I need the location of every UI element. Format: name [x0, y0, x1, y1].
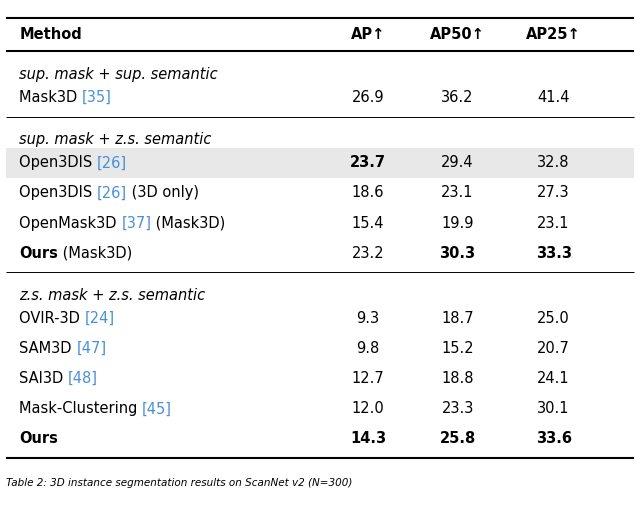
Text: 30.1: 30.1	[538, 401, 570, 416]
Text: 9.8: 9.8	[356, 341, 380, 356]
Text: OVIR-3D: OVIR-3D	[19, 311, 84, 326]
Text: 20.7: 20.7	[537, 341, 570, 356]
Text: 23.1: 23.1	[442, 185, 474, 200]
Text: 30.3: 30.3	[440, 245, 476, 261]
Text: Method: Method	[19, 27, 82, 42]
Text: 41.4: 41.4	[538, 90, 570, 105]
Text: 27.3: 27.3	[538, 185, 570, 200]
Text: 12.0: 12.0	[351, 401, 385, 416]
Text: AP50↑: AP50↑	[430, 27, 485, 42]
Text: [26]: [26]	[97, 155, 127, 170]
Text: [26]: [26]	[97, 185, 127, 200]
Text: 26.9: 26.9	[352, 90, 384, 105]
Text: SAM3D: SAM3D	[19, 341, 76, 356]
Text: 29.4: 29.4	[442, 155, 474, 170]
Text: OpenMask3D: OpenMask3D	[19, 215, 122, 230]
Text: (Mask3D): (Mask3D)	[58, 245, 132, 261]
Text: Open3DIS: Open3DIS	[19, 155, 97, 170]
Text: [24]: [24]	[84, 311, 115, 326]
Text: sup. mask + sup. semantic: sup. mask + sup. semantic	[19, 67, 218, 82]
Text: Ours: Ours	[19, 431, 58, 446]
Text: [48]: [48]	[68, 371, 98, 386]
Text: Table 2: 3D instance segmentation results on ScanNet v2 (N=300): Table 2: 3D instance segmentation result…	[6, 478, 353, 488]
Text: 36.2: 36.2	[442, 90, 474, 105]
Text: [35]: [35]	[82, 90, 112, 105]
Text: 23.7: 23.7	[350, 155, 386, 170]
Text: Ours: Ours	[19, 245, 58, 261]
Text: 18.6: 18.6	[352, 185, 384, 200]
Text: 19.9: 19.9	[442, 215, 474, 230]
Text: [47]: [47]	[76, 341, 106, 356]
Text: 15.4: 15.4	[352, 215, 384, 230]
Text: 32.8: 32.8	[538, 155, 570, 170]
Text: 14.3: 14.3	[350, 431, 386, 446]
Text: 25.8: 25.8	[440, 431, 476, 446]
Text: Open3DIS: Open3DIS	[19, 185, 97, 200]
Text: AP25↑: AP25↑	[526, 27, 581, 42]
Text: z.s. mask + z.s. semantic: z.s. mask + z.s. semantic	[19, 288, 205, 303]
Text: (3D only): (3D only)	[127, 185, 199, 200]
Text: 24.1: 24.1	[538, 371, 570, 386]
Text: 18.7: 18.7	[442, 311, 474, 326]
Text: [37]: [37]	[122, 215, 151, 230]
Text: 25.0: 25.0	[537, 311, 570, 326]
Bar	[6, 148, 634, 178]
Text: sup. mask + z.s. semantic: sup. mask + z.s. semantic	[19, 132, 212, 147]
Text: 23.1: 23.1	[538, 215, 570, 230]
Text: AP↑: AP↑	[351, 27, 385, 42]
Text: 33.6: 33.6	[536, 431, 572, 446]
Text: 23.3: 23.3	[442, 401, 474, 416]
Text: (Mask3D): (Mask3D)	[151, 215, 225, 230]
Text: 18.8: 18.8	[442, 371, 474, 386]
Text: 33.3: 33.3	[536, 245, 572, 261]
Text: SAI3D: SAI3D	[19, 371, 68, 386]
Text: Mask3D: Mask3D	[19, 90, 82, 105]
Text: 12.7: 12.7	[351, 371, 385, 386]
Text: 15.2: 15.2	[442, 341, 474, 356]
Text: [45]: [45]	[142, 401, 172, 416]
Text: 23.2: 23.2	[352, 245, 384, 261]
Text: Mask-Clustering: Mask-Clustering	[19, 401, 142, 416]
Text: 9.3: 9.3	[356, 311, 380, 326]
